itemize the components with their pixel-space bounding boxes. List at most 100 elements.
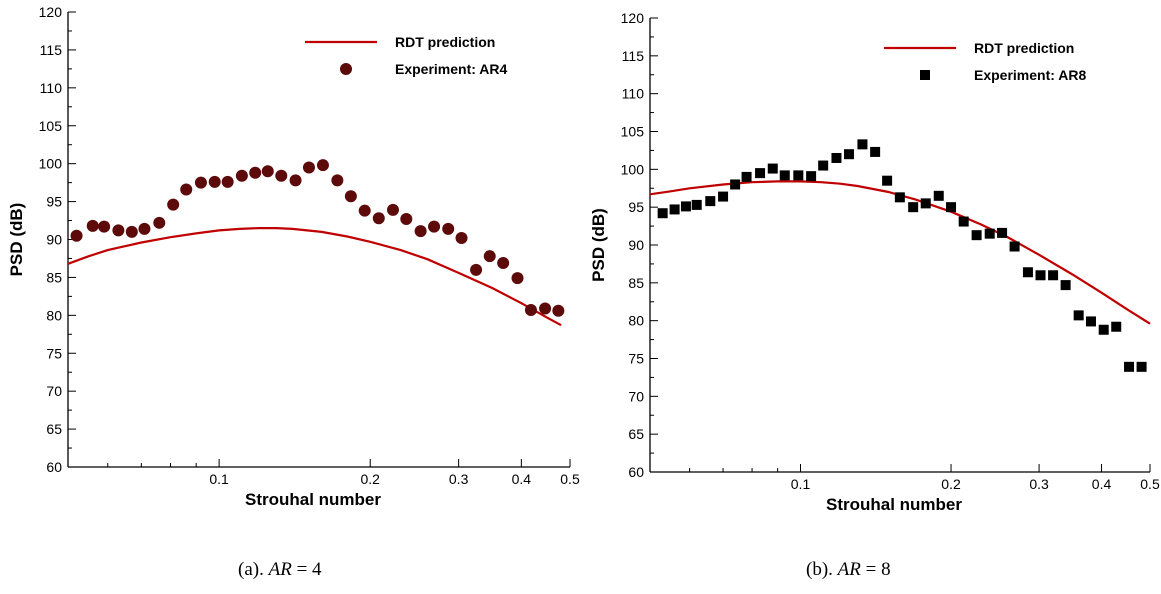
legend-label: RDT prediction — [395, 34, 495, 50]
data-point — [331, 174, 343, 186]
y-tick-label: 105 — [621, 124, 645, 140]
y-tick-label: 105 — [39, 118, 63, 134]
x-axis-title: Strouhal number — [245, 490, 381, 509]
y-tick-label: 75 — [628, 351, 644, 367]
data-point — [275, 170, 287, 182]
data-point — [456, 232, 468, 244]
data-point — [959, 217, 969, 227]
data-point — [512, 272, 524, 284]
data-point — [497, 257, 509, 269]
data-point — [882, 176, 892, 186]
y-tick-label: 75 — [46, 345, 62, 361]
data-point — [818, 161, 828, 171]
y-tick-label: 90 — [628, 237, 644, 253]
y-axis-title: PSD (dB) — [589, 208, 608, 282]
y-tick-label: 120 — [621, 10, 645, 26]
data-point — [1010, 242, 1020, 252]
data-point — [895, 192, 905, 202]
x-tick-label: 0.3 — [449, 471, 469, 487]
data-point — [303, 161, 315, 173]
data-point — [831, 153, 841, 163]
y-tick-label: 85 — [46, 269, 62, 285]
data-point — [768, 164, 778, 174]
data-point — [112, 224, 124, 236]
x-tick-label: 0.5 — [560, 471, 580, 487]
data-point — [195, 177, 207, 189]
data-point — [1074, 310, 1084, 320]
data-point — [1137, 362, 1147, 372]
data-point — [1061, 280, 1071, 290]
legend-marker-swatch — [920, 70, 930, 80]
data-point — [946, 202, 956, 212]
data-point — [167, 199, 179, 211]
experiment-series — [658, 139, 1147, 371]
data-point — [525, 304, 537, 316]
data-point — [209, 176, 221, 188]
data-point — [705, 196, 715, 206]
data-point — [428, 221, 440, 233]
y-tick-label: 115 — [40, 42, 63, 58]
data-point — [236, 170, 248, 182]
data-point — [681, 201, 691, 211]
x-tick-label: 0.2 — [941, 476, 961, 492]
data-point — [692, 200, 702, 210]
data-point — [442, 223, 454, 235]
legend-marker-swatch — [340, 63, 352, 75]
y-tick-label: 70 — [46, 383, 62, 399]
y-tick-label: 85 — [628, 275, 644, 291]
data-point — [718, 192, 728, 202]
data-point — [552, 305, 564, 317]
y-tick-label: 70 — [628, 388, 644, 404]
data-point — [126, 226, 138, 238]
data-point — [857, 139, 867, 149]
data-point — [1099, 325, 1109, 335]
y-tick-label: 90 — [46, 232, 62, 248]
x-tick-label: 0.1 — [791, 476, 811, 492]
x-tick-label: 0.4 — [512, 471, 532, 487]
experiment-series — [71, 159, 565, 317]
data-point — [290, 174, 302, 186]
data-point — [345, 190, 357, 202]
data-point — [539, 303, 551, 315]
y-tick-label: 60 — [628, 464, 644, 480]
legend: RDT prediction Experiment: AR8 — [884, 40, 1087, 83]
y-tick-label: 120 — [39, 4, 63, 20]
chart-panel-a: 60 65 70 75 80 85 90 95 100 105 110 115 120 0.1 0.2 0.3… — [7, 4, 580, 509]
y-axis-title: PSD (dB) — [7, 203, 26, 277]
y-tick-label: 80 — [628, 313, 644, 329]
data-point — [1048, 270, 1058, 280]
y-tick-label: 95 — [46, 194, 62, 210]
legend-label: Experiment: AR8 — [974, 67, 1087, 83]
caption-a: (a). AR = 4 — [238, 559, 322, 581]
data-point — [985, 229, 995, 239]
data-point — [1086, 316, 1096, 326]
x-tick-label: 0.2 — [360, 471, 380, 487]
legend-label: RDT prediction — [974, 40, 1074, 56]
data-point — [780, 170, 790, 180]
y-tick-label: 110 — [40, 80, 63, 96]
data-point — [470, 264, 482, 276]
y-tick-label: 80 — [46, 307, 62, 323]
data-point — [359, 205, 371, 217]
data-point — [484, 250, 496, 262]
y-tick-label: 100 — [39, 156, 63, 172]
data-point — [997, 228, 1007, 238]
data-point — [262, 165, 274, 177]
data-point — [138, 223, 150, 235]
data-point — [742, 172, 752, 182]
data-point — [921, 198, 931, 208]
data-point — [844, 149, 854, 159]
data-point — [908, 202, 918, 212]
data-point — [98, 221, 110, 233]
y-tick-label: 65 — [46, 421, 62, 437]
y-tick-label: 110 — [622, 86, 645, 102]
data-point — [222, 176, 234, 188]
x-axis-title: Strouhal number — [826, 495, 962, 514]
data-point — [934, 191, 944, 201]
chart-panel-b: 60 65 70 75 80 85 90 95 100 105 110 115 120 0.1 0.2 0.3… — [589, 10, 1160, 514]
data-point — [870, 147, 880, 157]
x-tick-label: 0.3 — [1029, 476, 1049, 492]
data-point — [806, 171, 816, 181]
data-point — [658, 208, 668, 218]
